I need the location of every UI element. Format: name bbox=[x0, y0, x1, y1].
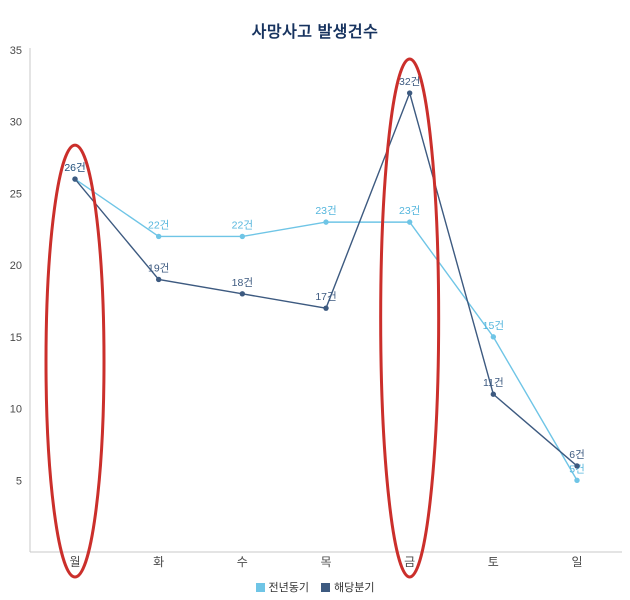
annotation-circle-금 bbox=[379, 57, 441, 579]
legend-label-prev-year: 전년동기 bbox=[268, 582, 309, 594]
point-marker bbox=[239, 291, 246, 297]
x-tick-label: 목 bbox=[320, 555, 331, 569]
legend-item-prev-year[interactable]: 전년동기 bbox=[255, 579, 309, 595]
point-label: 5건 bbox=[569, 463, 585, 475]
y-tick-label: 15 bbox=[10, 332, 22, 344]
x-tick-label: 일 bbox=[571, 555, 582, 569]
x-tick-label: 월 bbox=[69, 555, 80, 569]
point-marker bbox=[239, 233, 246, 240]
y-tick-label: 10 bbox=[10, 404, 22, 416]
point-label: 22건 bbox=[232, 219, 253, 231]
point-label: 17건 bbox=[315, 291, 336, 303]
point-label: 26건 bbox=[64, 162, 85, 174]
x-tick-label: 토 bbox=[488, 555, 499, 569]
chart-title: 사망사고 발생건수 bbox=[251, 24, 379, 41]
point-marker bbox=[323, 219, 329, 225]
point-marker bbox=[72, 176, 78, 182]
point-label: 15건 bbox=[483, 320, 504, 332]
x-tick-label: 수 bbox=[237, 555, 248, 569]
y-tick-label: 5 bbox=[16, 475, 22, 487]
chart-legend: 전년동기 해당분기 bbox=[0, 579, 630, 595]
point-label: 11건 bbox=[483, 377, 504, 389]
point-label: 19건 bbox=[148, 262, 169, 274]
y-tick-label: 30 bbox=[10, 117, 22, 129]
x-tick-label: 금 bbox=[404, 555, 415, 569]
point-marker bbox=[406, 219, 413, 225]
point-label: 32건 bbox=[399, 76, 420, 88]
point-label: 22건 bbox=[148, 219, 169, 231]
point-marker bbox=[574, 463, 580, 469]
point-marker bbox=[490, 334, 497, 340]
point-marker bbox=[406, 90, 413, 96]
point-marker bbox=[574, 477, 580, 483]
annotation-circle-월 bbox=[44, 143, 106, 579]
point-marker bbox=[490, 391, 497, 397]
axes: 5 10 15 20 25 30 35 월 화 수 목 금 토 일 bbox=[10, 45, 622, 569]
series-line bbox=[74, 90, 578, 467]
series-prev-year: 26건 22건 22건 23건 23건 15건 5건 bbox=[64, 162, 585, 483]
x-tick-label: 화 bbox=[153, 555, 164, 569]
point-label: 18건 bbox=[232, 277, 253, 289]
legend-swatch-prev-year bbox=[255, 582, 265, 592]
y-tick-label: 25 bbox=[10, 188, 22, 200]
point-marker bbox=[323, 305, 329, 311]
y-tick-label: 20 bbox=[10, 260, 22, 272]
point-label: 23건 bbox=[315, 205, 336, 217]
point-label: 6건 bbox=[569, 449, 585, 461]
legend-label-current-quarter: 해당분기 bbox=[334, 582, 375, 594]
legend-item-current-quarter[interactable]: 해당분기 bbox=[321, 579, 374, 595]
point-label: 26건 bbox=[64, 162, 85, 174]
point-marker bbox=[155, 233, 162, 240]
series-current-quarter: 26건 19건 18건 17건 32건 11건 6건 bbox=[64, 76, 585, 469]
y-tick-label: 35 bbox=[10, 45, 22, 57]
legend-swatch-current-quarter bbox=[321, 582, 330, 592]
point-label: 23건 bbox=[399, 205, 420, 217]
point-marker bbox=[155, 276, 162, 283]
